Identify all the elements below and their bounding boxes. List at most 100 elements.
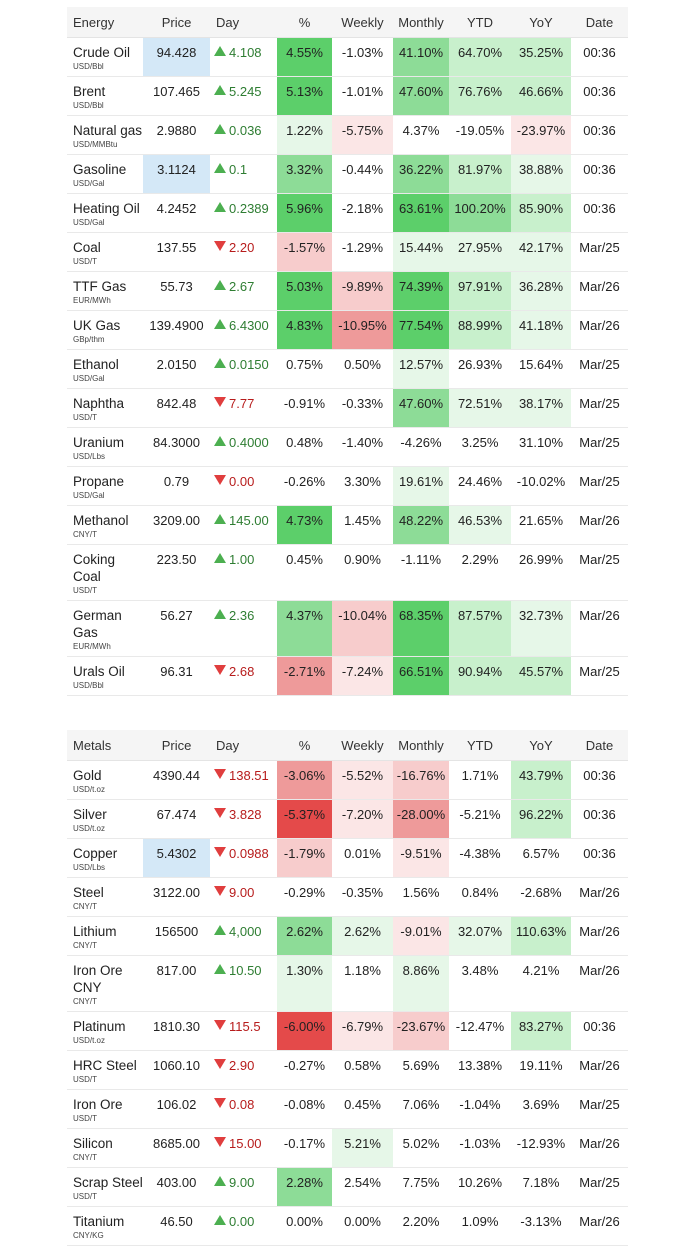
header-pct[interactable]: %	[277, 730, 332, 761]
commodity-name[interactable]: Crude Oil	[73, 45, 131, 60]
table-row[interactable]: Gasoline USD/Gal 3.1124 0.1 3.32% -0.44% 36.22…	[67, 154, 628, 194]
commodity-cell[interactable]: Natural gas USD/MMBtu	[67, 115, 143, 155]
header-day[interactable]: Day	[210, 730, 277, 761]
commodity-cell[interactable]: Titanium CNY/KG	[67, 1206, 143, 1246]
table-row[interactable]: Gold USD/t.oz 4390.44 138.51 -3.06% -5.52% -16…	[67, 760, 628, 800]
commodity-cell[interactable]: Brent USD/Bbl	[67, 76, 143, 116]
table-row[interactable]: HRC Steel USD/T 1060.10 2.90 -0.27% 0.58% 5.69…	[67, 1050, 628, 1090]
commodity-name[interactable]: Iron Ore	[73, 1097, 123, 1112]
commodity-cell[interactable]: Silicon CNY/T	[67, 1128, 143, 1168]
commodity-name[interactable]: Propane	[73, 474, 125, 489]
header-price[interactable]: Price	[143, 730, 210, 761]
commodity-cell[interactable]: Heating Oil USD/Gal	[67, 193, 143, 233]
header-yoy[interactable]: YoY	[511, 730, 571, 761]
commodity-cell[interactable]: Urals Oil USD/Bbl	[67, 656, 143, 696]
table-row[interactable]: Iron Ore USD/T 106.02 0.08 -0.08% 0.45% 7.06% -…	[67, 1089, 628, 1129]
table-row[interactable]: Ethanol USD/Gal 2.0150 0.0150 0.75% 0.50% 12.5…	[67, 349, 628, 389]
header-pct[interactable]: %	[277, 7, 332, 38]
header-weekly[interactable]: Weekly	[332, 730, 393, 761]
table-row[interactable]: Scrap Steel USD/T 403.00 9.00 2.28% 2.54% 7.75…	[67, 1167, 628, 1207]
commodity-cell[interactable]: Copper USD/Lbs	[67, 838, 143, 878]
commodity-cell[interactable]: Methanol CNY/T	[67, 505, 143, 545]
table-row[interactable]: Heating Oil USD/Gal 4.2452 0.2389 5.96% -2.18…	[67, 193, 628, 233]
commodity-name[interactable]: Heating Oil	[73, 201, 140, 216]
header-ytd[interactable]: YTD	[449, 730, 511, 761]
commodity-name[interactable]: Uranium	[73, 435, 125, 450]
commodity-name[interactable]: Scrap Steel	[73, 1175, 143, 1190]
commodity-name[interactable]: UK Gas	[73, 318, 121, 333]
commodity-name[interactable]: Natural gas	[73, 123, 143, 138]
commodity-name[interactable]: Brent	[73, 84, 106, 99]
header-day[interactable]: Day	[210, 7, 277, 38]
commodity-cell[interactable]: Coking Coal USD/T	[67, 544, 143, 601]
table-row[interactable]: Coking Coal USD/T 223.50 1.00 0.45% 0.90% -1.1…	[67, 544, 628, 601]
commodity-name[interactable]: Titanium	[73, 1214, 125, 1229]
table-row[interactable]: Propane USD/Gal 0.79 0.00 -0.26% 3.30% 19.61% 2…	[67, 466, 628, 506]
commodity-cell[interactable]: Naphtha USD/T	[67, 388, 143, 428]
commodity-cell[interactable]: UK Gas GBp/thm	[67, 310, 143, 350]
table-row[interactable]: TTF Gas EUR/MWh 55.73 2.67 5.03% -9.89% 74.39%…	[67, 271, 628, 311]
commodity-name[interactable]: Naphtha	[73, 396, 125, 411]
header-yoy[interactable]: YoY	[511, 7, 571, 38]
header-date[interactable]: Date	[571, 730, 628, 761]
table-row[interactable]: Silicon CNY/T 8685.00 15.00 -0.17% 5.21% 5.02%…	[67, 1128, 628, 1168]
commodity-name[interactable]: HRC Steel	[73, 1058, 137, 1073]
table-row[interactable]: Crude Oil USD/Bbl 94.428 4.108 4.55% -1.03% 41…	[67, 37, 628, 77]
commodity-cell[interactable]: Gold USD/t.oz	[67, 760, 143, 800]
header-energy[interactable]: Energy	[67, 7, 143, 38]
commodity-cell[interactable]: Platinum USD/t.oz	[67, 1011, 143, 1051]
commodity-name[interactable]: Ethanol	[73, 357, 119, 372]
commodity-cell[interactable]: Uranium USD/Lbs	[67, 427, 143, 467]
table-row[interactable]: Silver USD/t.oz 67.474 3.828 -5.37% -7.20% -28…	[67, 799, 628, 839]
commodity-name[interactable]: Silver	[73, 807, 107, 822]
commodity-name[interactable]: Steel	[73, 885, 104, 900]
commodity-name[interactable]: Silicon	[73, 1136, 113, 1151]
commodity-cell[interactable]: Steel CNY/T	[67, 877, 143, 917]
table-row[interactable]: German Gas EUR/MWh 56.27 2.36 4.37% -10.04% 68…	[67, 600, 628, 657]
commodity-name[interactable]: Methanol	[73, 513, 129, 528]
commodity-cell[interactable]: Iron Ore USD/T	[67, 1089, 143, 1129]
table-row[interactable]: Platinum USD/t.oz 1810.30 115.5 -6.00% -6.79%…	[67, 1011, 628, 1051]
commodity-name[interactable]: Gasoline	[73, 162, 127, 177]
header-ytd[interactable]: YTD	[449, 7, 511, 38]
commodity-cell[interactable]: Gasoline USD/Gal	[67, 154, 143, 194]
table-row[interactable]: Brent USD/Bbl 107.465 5.245 5.13% -1.01% 47.60…	[67, 76, 628, 116]
commodity-name[interactable]: Iron Ore CNY	[73, 963, 123, 995]
header-weekly[interactable]: Weekly	[332, 7, 393, 38]
commodity-cell[interactable]: Iron Ore CNY CNY/T	[67, 955, 143, 1012]
table-row[interactable]: Coal USD/T 137.55 2.20 -1.57% -1.29% 15.44% 27.…	[67, 232, 628, 272]
commodity-cell[interactable]: TTF Gas EUR/MWh	[67, 271, 143, 311]
commodity-name[interactable]: TTF Gas	[73, 279, 127, 294]
commodity-cell[interactable]: German Gas EUR/MWh	[67, 600, 143, 657]
commodity-cell[interactable]: HRC Steel USD/T	[67, 1050, 143, 1090]
commodity-name[interactable]: Platinum	[73, 1019, 126, 1034]
table-row[interactable]: UK Gas GBp/thm 139.4900 6.4300 4.83% -10.95% 7…	[67, 310, 628, 350]
table-row[interactable]: Naphtha USD/T 842.48 7.77 -0.91% -0.33% 47.60%…	[67, 388, 628, 428]
header-monthly[interactable]: Monthly	[393, 7, 449, 38]
commodity-cell[interactable]: Propane USD/Gal	[67, 466, 143, 506]
commodity-cell[interactable]: Coal USD/T	[67, 232, 143, 272]
table-row[interactable]: Urals Oil USD/Bbl 96.31 2.68 -2.71% -7.24% 66.…	[67, 656, 628, 696]
commodity-name[interactable]: Coal	[73, 240, 101, 255]
commodity-name[interactable]: Copper	[73, 846, 118, 861]
commodity-cell[interactable]: Scrap Steel USD/T	[67, 1167, 143, 1207]
header-monthly[interactable]: Monthly	[393, 730, 449, 761]
commodity-cell[interactable]: Ethanol USD/Gal	[67, 349, 143, 389]
header-metals[interactable]: Metals	[67, 730, 143, 761]
commodity-cell[interactable]: Lithium CNY/T	[67, 916, 143, 956]
commodity-name[interactable]: Lithium	[73, 924, 117, 939]
table-row[interactable]: Natural gas USD/MMBtu 2.9880 0.036 1.22% -5.7…	[67, 115, 628, 155]
table-row[interactable]: Copper USD/Lbs 5.4302 0.0988 -1.79% 0.01% -9.5…	[67, 838, 628, 878]
commodity-name[interactable]: German Gas	[73, 608, 122, 640]
commodity-cell[interactable]: Silver USD/t.oz	[67, 799, 143, 839]
commodity-name[interactable]: Urals Oil	[73, 664, 125, 679]
header-date[interactable]: Date	[571, 7, 628, 38]
header-price[interactable]: Price	[143, 7, 210, 38]
table-row[interactable]: Uranium USD/Lbs 84.3000 0.4000 0.48% -1.40% -4…	[67, 427, 628, 467]
commodity-cell[interactable]: Crude Oil USD/Bbl	[67, 37, 143, 77]
commodity-name[interactable]: Coking Coal	[73, 552, 116, 584]
table-row[interactable]: Lithium CNY/T 156500 4,000 2.62% 2.62% -9.01% 3…	[67, 916, 628, 956]
commodity-name[interactable]: Gold	[73, 768, 102, 783]
table-row[interactable]: Iron Ore CNY CNY/T 817.00 10.50 1.30% 1.18% 8.…	[67, 955, 628, 1012]
table-row[interactable]: Methanol CNY/T 3209.00 145.00 4.73% 1.45% 48.2…	[67, 505, 628, 545]
